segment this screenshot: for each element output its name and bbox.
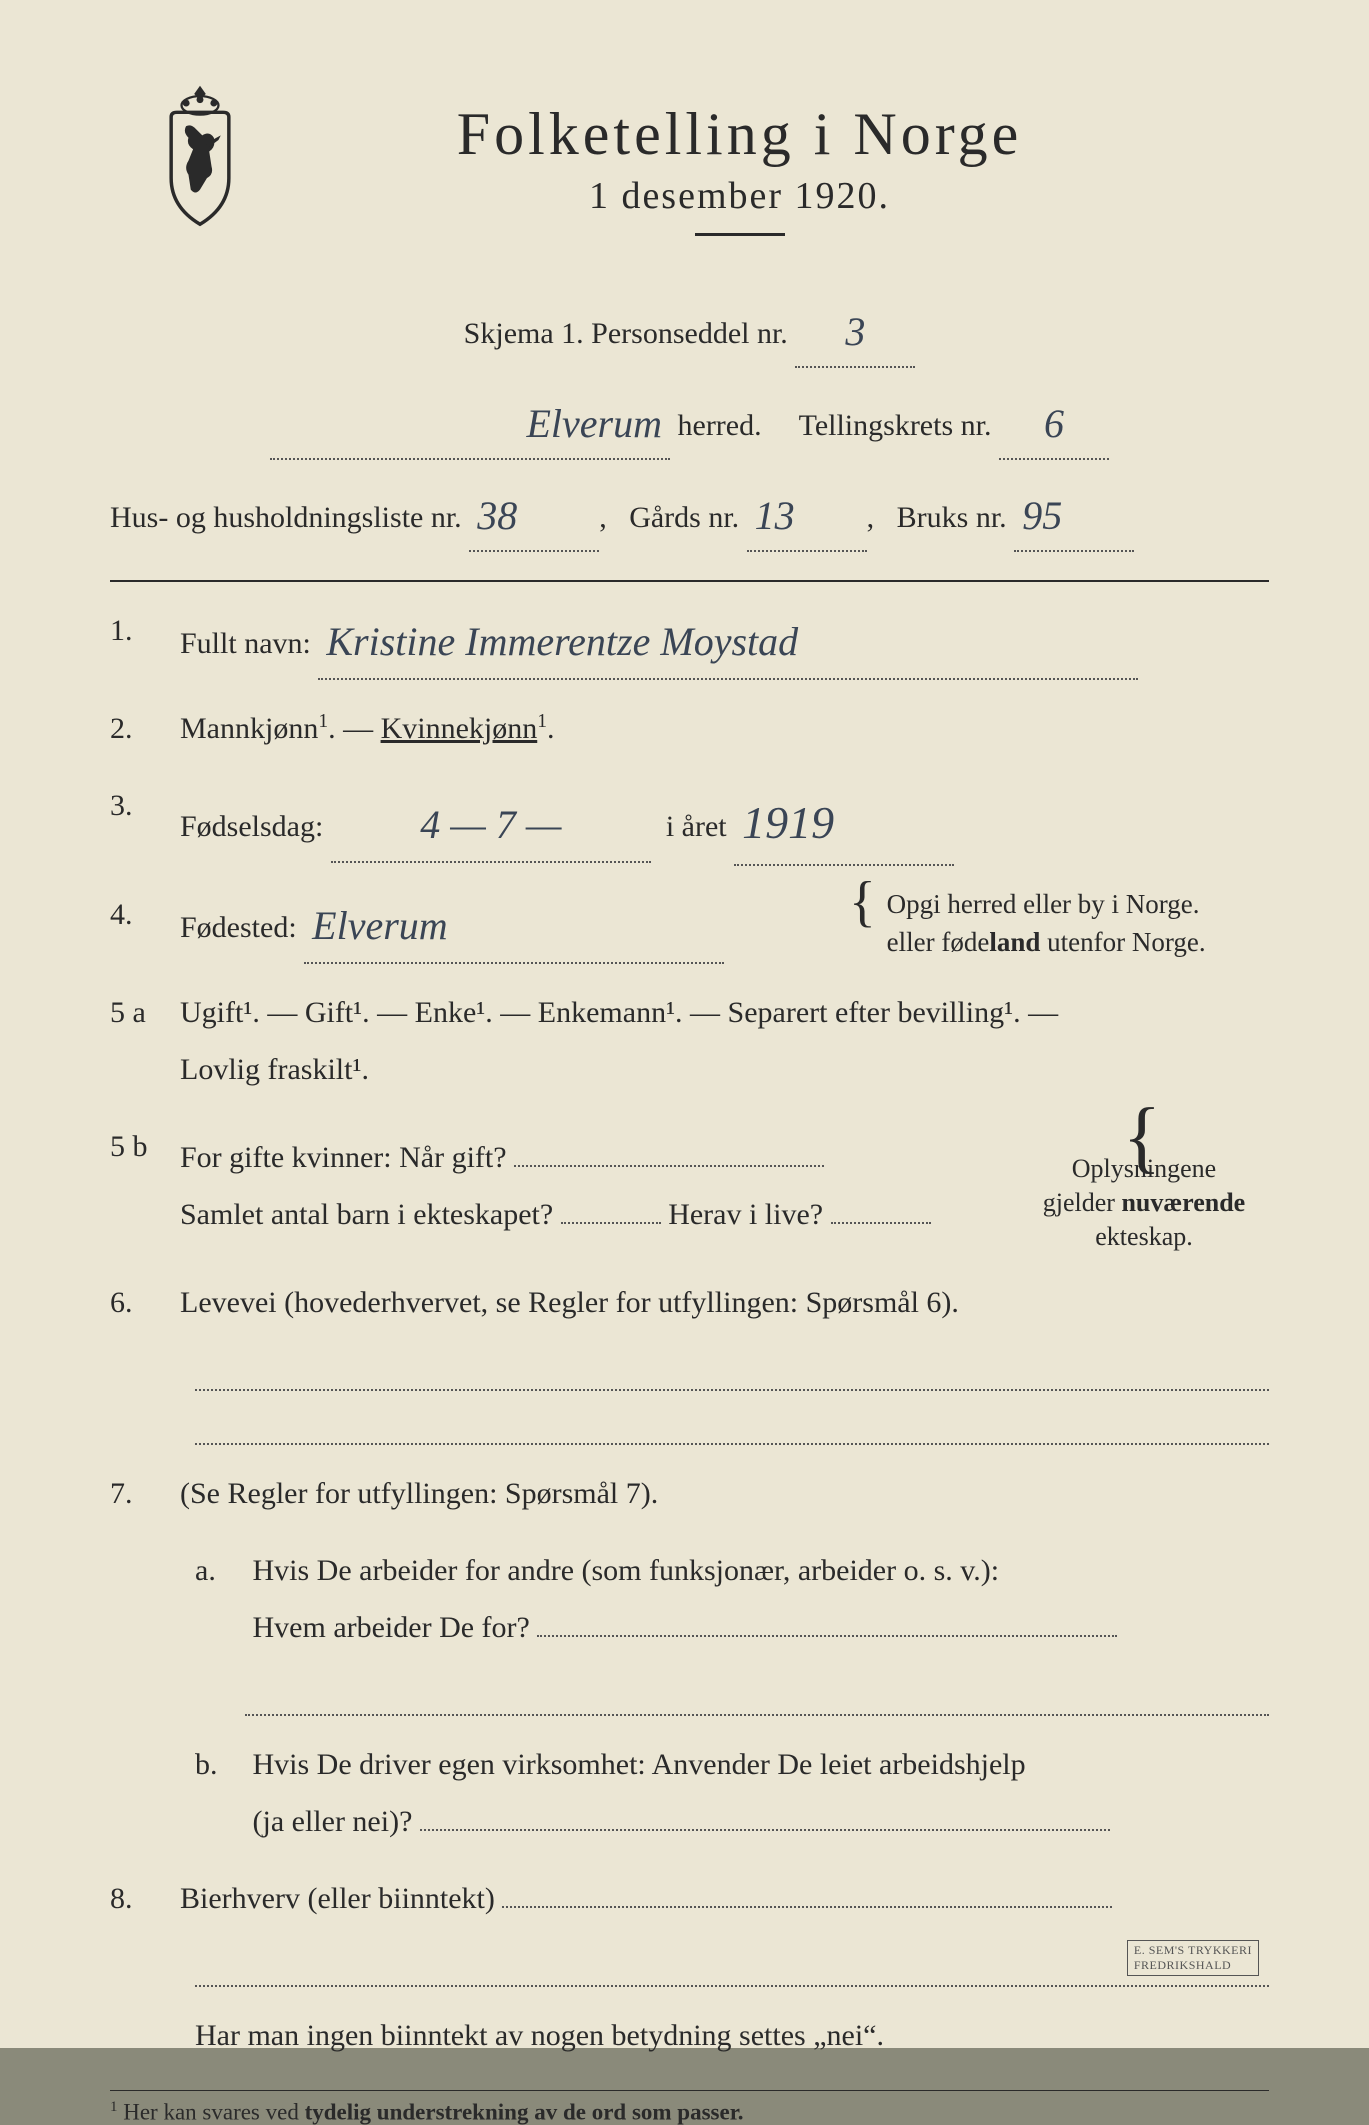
- q5a-num: 5 a: [110, 984, 180, 1041]
- q6-row: 6. Levevei (hovederhvervet, se Regler fo…: [110, 1274, 1269, 1331]
- q5b-l2b: Herav i live?: [668, 1198, 823, 1231]
- q7b-l1: Hvis De driver egen virksomhet: Anvender…: [253, 1748, 1026, 1781]
- husliste-line: Hus- og husholdningsliste nr. 38, Gårds …: [110, 478, 1269, 552]
- q4-note: { Opgi herred eller by i Norge. eller fø…: [839, 886, 1269, 962]
- q6-blank-2: [195, 1405, 1269, 1445]
- q6-text: Levevei (hovederhvervet, se Regler for u…: [180, 1274, 1269, 1331]
- q5b-note: { Oplysningene gjelder nuværende ekteska…: [1019, 1118, 1269, 1253]
- q7a-l1: Hvis De arbeider for andre (som funksjon…: [253, 1554, 1000, 1587]
- q3-day: 4 — 7 —: [412, 802, 569, 847]
- q3-label: Fødselsdag:: [180, 810, 323, 843]
- q8-blank: [195, 1947, 1269, 1987]
- q3-num: 3.: [110, 777, 180, 834]
- tail-note: Har man ingen biinntekt av nogen betydni…: [195, 2007, 1269, 2064]
- skjema-line: Skjema 1. Personseddel nr. 3: [110, 294, 1269, 368]
- bruks-label: Bruks nr.: [897, 501, 1007, 534]
- q7a-num: a.: [195, 1542, 245, 1599]
- q7b-row: b. Hvis De driver egen virksomhet: Anven…: [195, 1736, 1269, 1850]
- q5a-text2: Lovlig fraskilt¹.: [180, 1053, 369, 1086]
- footnote-rule: [110, 2090, 1269, 2091]
- q4-row: 4. Fødested: Elverum { Opgi herred eller…: [110, 886, 1269, 964]
- q1-num: 1.: [110, 602, 180, 659]
- title-rule: [695, 233, 785, 236]
- divider-top: [110, 580, 1269, 582]
- q8-row: 8. Bierhverv (eller biinntekt): [110, 1870, 1269, 1927]
- q5a-row: 5 a Ugift¹. — Gift¹. — Enke¹. — Enkemann…: [110, 984, 1269, 1098]
- q5b-num: 5 b: [110, 1118, 180, 1175]
- title-block: Folketelling i Norge 1 desember 1920.: [110, 90, 1269, 264]
- census-form-page: Folketelling i Norge 1 desember 1920. Sk…: [0, 0, 1369, 2048]
- q8-label: Bierhverv (eller biinntekt): [180, 1882, 495, 1915]
- q3-year-label: i året: [666, 810, 727, 843]
- tellingskrets-nr: 6: [1036, 401, 1072, 446]
- q1-value: Kristine Immerentze Moystad: [318, 619, 806, 664]
- skjema-nr: 3: [837, 309, 873, 354]
- q4-label: Fødested:: [180, 911, 297, 944]
- q7a-l2: Hvem arbeider De for?: [253, 1611, 530, 1644]
- tellingskrets-label: Tellingskrets nr.: [799, 409, 992, 442]
- q2-mann: Mannkjønn: [180, 712, 318, 745]
- coat-of-arms-icon: [140, 80, 260, 230]
- q6-num: 6.: [110, 1274, 180, 1331]
- bruks-nr: 95: [1014, 493, 1070, 538]
- q5b-row: 5 b For gifte kvinner: Når gift? Samlet …: [110, 1118, 1269, 1253]
- q5a-text: Ugift¹. — Gift¹. — Enke¹. — Enkemann¹. —…: [180, 996, 1058, 1029]
- q7b-num: b.: [195, 1736, 245, 1793]
- q3-year: 1919: [734, 797, 842, 848]
- q1-row: 1. Fullt navn: Kristine Immerentze Moyst…: [110, 602, 1269, 680]
- q4-num: 4.: [110, 886, 180, 943]
- husliste-nr: 38: [469, 493, 525, 538]
- herred-label: herred.: [678, 409, 762, 442]
- gards-label: Gårds nr.: [629, 501, 739, 534]
- q2-kvinne: Kvinnekjønn: [381, 712, 538, 745]
- gards-nr: 13: [747, 493, 803, 538]
- q5b-l2a: Samlet antal barn i ekteskapet?: [180, 1198, 553, 1231]
- q2-row: 2. Mannkjønn1. — Kvinnekjønn1.: [110, 700, 1269, 757]
- q7b-l2: (ja eller nei)?: [253, 1805, 413, 1838]
- herred-line: Elverum herred. Tellingskrets nr. 6: [110, 386, 1269, 460]
- q2-num: 2.: [110, 700, 180, 757]
- q7-row: 7. (Se Regler for utfyllingen: Spørsmål …: [110, 1465, 1269, 1522]
- q4-value: Elverum: [304, 903, 456, 948]
- q7-text: (Se Regler for utfyllingen: Spørsmål 7).: [180, 1465, 1269, 1522]
- q3-row: 3. Fødselsdag: 4 — 7 — i året 1919: [110, 777, 1269, 866]
- q1-label: Fullt navn:: [180, 627, 311, 660]
- husliste-label: Hus- og husholdningsliste nr.: [110, 501, 462, 534]
- q7a-row: a. Hvis De arbeider for andre (som funks…: [195, 1542, 1269, 1656]
- sub-title: 1 desember 1920.: [210, 174, 1269, 218]
- q7a-blank: [245, 1676, 1269, 1716]
- main-title: Folketelling i Norge: [210, 100, 1269, 169]
- herred-value: Elverum: [518, 401, 670, 446]
- q6-blank-1: [195, 1351, 1269, 1391]
- q8-num: 8.: [110, 1870, 180, 1927]
- header: Folketelling i Norge 1 desember 1920.: [110, 90, 1269, 264]
- printer-stamp: E. SEM'S TRYKKERI FREDRIKSHALD: [1127, 1940, 1259, 1976]
- q7-num: 7.: [110, 1465, 180, 1522]
- skjema-label: Skjema 1. Personseddel nr.: [464, 317, 788, 350]
- q5b-l1: For gifte kvinner: Når gift?: [180, 1141, 507, 1174]
- footnote: 1 Her kan svares ved tydelig understrekn…: [110, 2099, 1269, 2125]
